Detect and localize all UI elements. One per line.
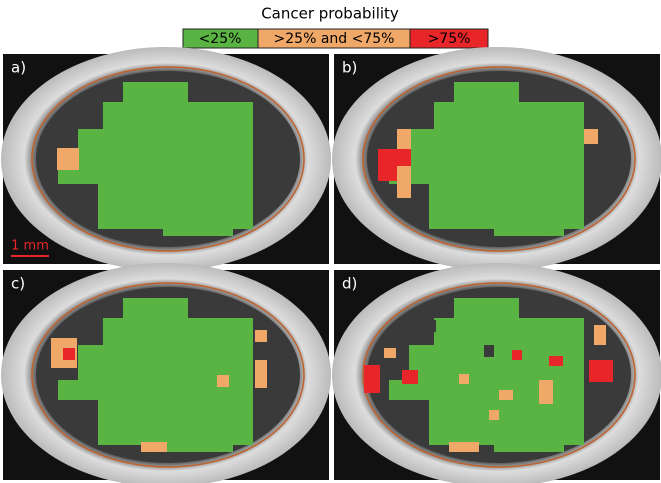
scale-bar-label: 1 mm xyxy=(11,239,49,254)
panel: b) xyxy=(332,47,661,271)
legend: <25% >25% and <75% >75% xyxy=(183,29,488,48)
panel: c) xyxy=(1,263,331,483)
panel: d) xyxy=(332,263,661,483)
panel: 1 mm a) xyxy=(1,47,331,271)
panel-label: b) xyxy=(342,59,357,77)
figure: Cancer probability <25% >25% and <75% >7… xyxy=(0,0,661,483)
panel-label: c) xyxy=(11,275,25,293)
panel-label: d) xyxy=(342,275,357,293)
legend-item: >75% xyxy=(428,31,471,47)
legend-title: Cancer probability xyxy=(261,5,399,23)
panel-label: a) xyxy=(11,59,26,77)
legend-item: >25% and <75% xyxy=(274,31,395,47)
legend-item: <25% xyxy=(199,31,242,47)
